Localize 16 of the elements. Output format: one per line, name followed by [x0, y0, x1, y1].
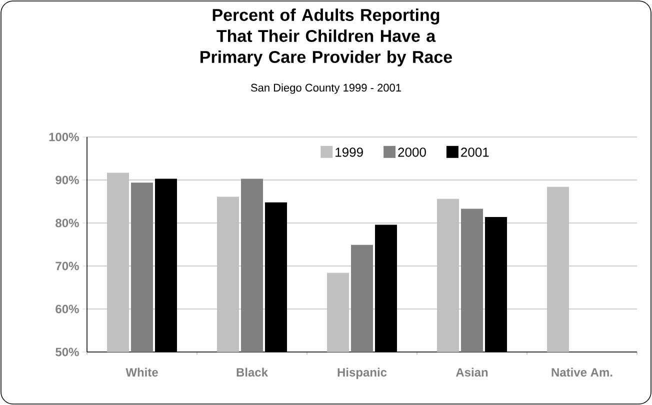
y-tick-label: 90%: [56, 176, 79, 184]
x-tick-label: Hispanic: [338, 368, 387, 379]
y-tick-label: 80%: [56, 218, 79, 228]
x-tick-label: Black: [236, 368, 268, 377]
y-tick-label: 100%: [49, 132, 79, 142]
x-tick-label: Native Am.: [552, 368, 612, 377]
y-tick-label: 70%: [56, 262, 79, 270]
legend-label: 1999: [336, 148, 363, 157]
y-tick-label: 60%: [56, 304, 79, 314]
legend-label: 2000: [398, 148, 426, 157]
chart-title: Percent of Adults Reporting That Their Children Have a Primary Care Provider by Race: [200, 8, 452, 66]
y-tick-label: 50%: [56, 348, 79, 356]
legend-label: 2001: [461, 148, 489, 157]
x-tick-label: White: [126, 368, 158, 377]
x-tick-label: Asian: [456, 368, 488, 377]
chart-subtitle: San Diego County 1999 - 2001: [250, 84, 401, 94]
